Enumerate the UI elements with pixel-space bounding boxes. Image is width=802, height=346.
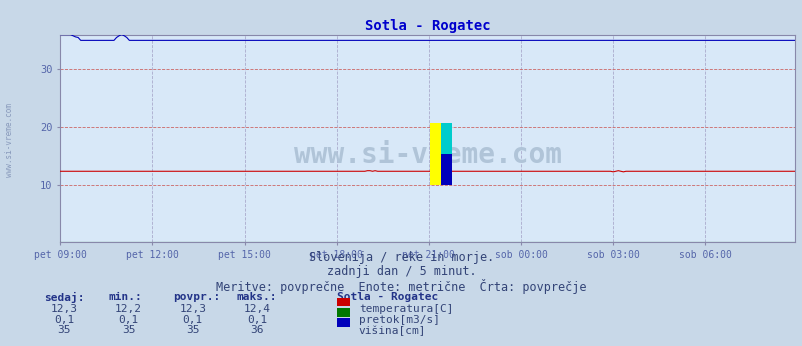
- Text: min.:: min.:: [108, 292, 142, 302]
- Text: sedaj:: sedaj:: [44, 292, 84, 303]
- Text: 0,1: 0,1: [54, 315, 75, 325]
- Text: zadnji dan / 5 minut.: zadnji dan / 5 minut.: [326, 265, 476, 278]
- Text: 35: 35: [186, 325, 199, 335]
- Text: Sotla - Rogatec: Sotla - Rogatec: [337, 292, 438, 302]
- Text: 36: 36: [250, 325, 263, 335]
- Text: www.si-vreme.com: www.si-vreme.com: [5, 103, 14, 177]
- Text: 12,3: 12,3: [179, 304, 206, 315]
- Text: Meritve: povprečne  Enote: metrične  Črta: povprečje: Meritve: povprečne Enote: metrične Črta:…: [216, 279, 586, 293]
- Text: temperatura[C]: temperatura[C]: [358, 304, 453, 315]
- Text: 0,1: 0,1: [118, 315, 139, 325]
- Text: 35: 35: [122, 325, 135, 335]
- Text: pretok[m3/s]: pretok[m3/s]: [358, 315, 439, 325]
- Text: višina[cm]: višina[cm]: [358, 325, 426, 336]
- Text: 0,1: 0,1: [182, 315, 203, 325]
- Text: www.si-vreme.com: www.si-vreme.com: [294, 141, 561, 169]
- Text: Slovenija / reke in morje.: Slovenija / reke in morje.: [309, 251, 493, 264]
- Text: 0,1: 0,1: [246, 315, 267, 325]
- Text: 12,4: 12,4: [243, 304, 270, 315]
- Text: 35: 35: [58, 325, 71, 335]
- Text: maks.:: maks.:: [237, 292, 277, 302]
- Text: povpr.:: povpr.:: [172, 292, 220, 302]
- Title: Sotla - Rogatec: Sotla - Rogatec: [364, 19, 490, 34]
- Text: 12,2: 12,2: [115, 304, 142, 315]
- Text: 12,3: 12,3: [51, 304, 78, 315]
